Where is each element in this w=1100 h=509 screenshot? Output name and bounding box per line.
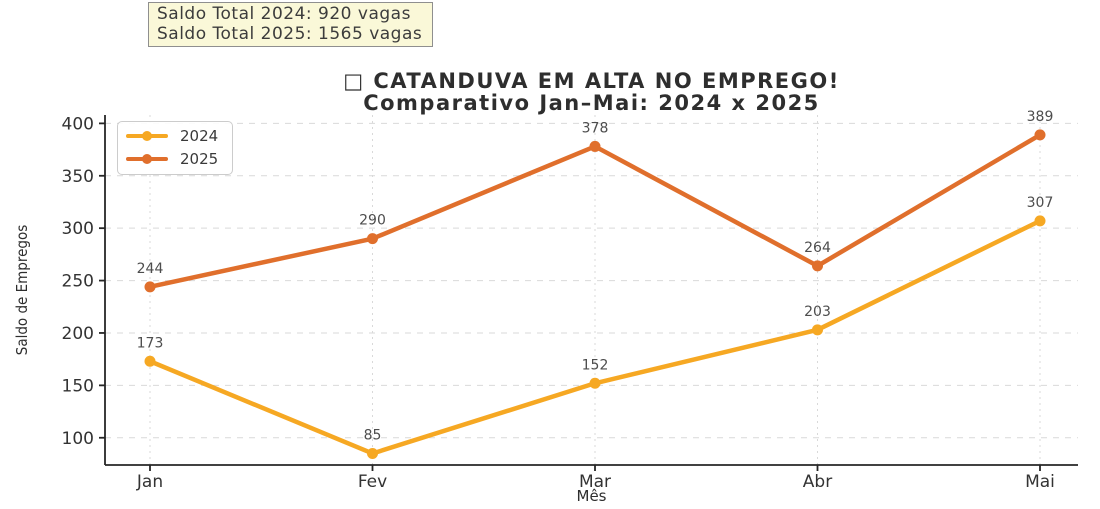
x-tick-label: Jan — [136, 472, 163, 492]
y-tick-label: 400 — [62, 114, 94, 134]
data-label-2024-Abr: 203 — [804, 304, 831, 320]
total-annotation-box: Saldo Total 2024: 920 vagas Saldo Total … — [148, 2, 434, 47]
chart-title-line1: □ CATANDUVA EM ALTA NO EMPREGO! — [343, 69, 840, 93]
data-label-2025-Jan: 244 — [137, 261, 164, 277]
data-point-2025-Jan — [144, 281, 156, 293]
data-label-2024-Mai: 307 — [1027, 195, 1054, 211]
legend-label-2024: 2024 — [180, 127, 219, 145]
chart-title-line2: Comparativo Jan–Mai: 2024 x 2025 — [363, 91, 820, 115]
x-tick-label: Fev — [358, 472, 387, 492]
data-label-2025-Abr: 264 — [804, 240, 831, 256]
legend-label-2025: 2025 — [180, 150, 219, 168]
x-tick-label: Mai — [1025, 472, 1055, 492]
data-label-2025-Mar: 378 — [582, 120, 609, 136]
x-axis-label: Mês — [576, 487, 607, 505]
legend-swatch-2025 — [126, 154, 168, 164]
data-label-2025-Mai: 389 — [1027, 109, 1054, 125]
legend-swatch-2024 — [126, 131, 168, 141]
total-2025-text: Saldo Total 2025: 1565 vagas — [157, 24, 423, 44]
x-tick-label: Mar — [579, 472, 611, 492]
legend-entry-2024: 2024 — [126, 127, 218, 145]
y-tick-label: 250 — [62, 272, 94, 292]
data-point-2024-Abr — [812, 324, 823, 336]
data-point-2025-Mar — [589, 140, 601, 152]
x-tick-label: Abr — [803, 472, 832, 492]
chart-title: □ CATANDUVA EM ALTA NO EMPREGO! Comparat… — [105, 70, 1078, 114]
legend: 2024 2025 — [117, 121, 234, 175]
data-point-2025-Mai — [1034, 129, 1046, 141]
data-point-2025-Fev — [367, 233, 378, 245]
data-point-2024-Jan — [144, 355, 156, 367]
data-point-2024-Fev — [367, 447, 378, 459]
y-tick-label: 300 — [62, 219, 94, 239]
total-2024-text: Saldo Total 2024: 920 vagas — [157, 4, 411, 24]
y-tick-label: 100 — [62, 429, 94, 449]
data-point-2025-Abr — [812, 260, 823, 272]
data-label-2024-Jan: 173 — [137, 335, 164, 351]
legend-entry-2025: 2025 — [126, 150, 218, 168]
data-label-2024-Mar: 152 — [582, 357, 609, 373]
y-tick-label: 200 — [62, 324, 94, 344]
data-label-2024-Fev: 85 — [364, 427, 382, 443]
data-point-2024-Mai — [1034, 215, 1046, 227]
y-tick-label: 150 — [62, 376, 94, 396]
y-tick-label: 350 — [62, 167, 94, 187]
data-point-2024-Mar — [589, 377, 601, 389]
data-label-2025-Fev: 290 — [359, 213, 386, 229]
